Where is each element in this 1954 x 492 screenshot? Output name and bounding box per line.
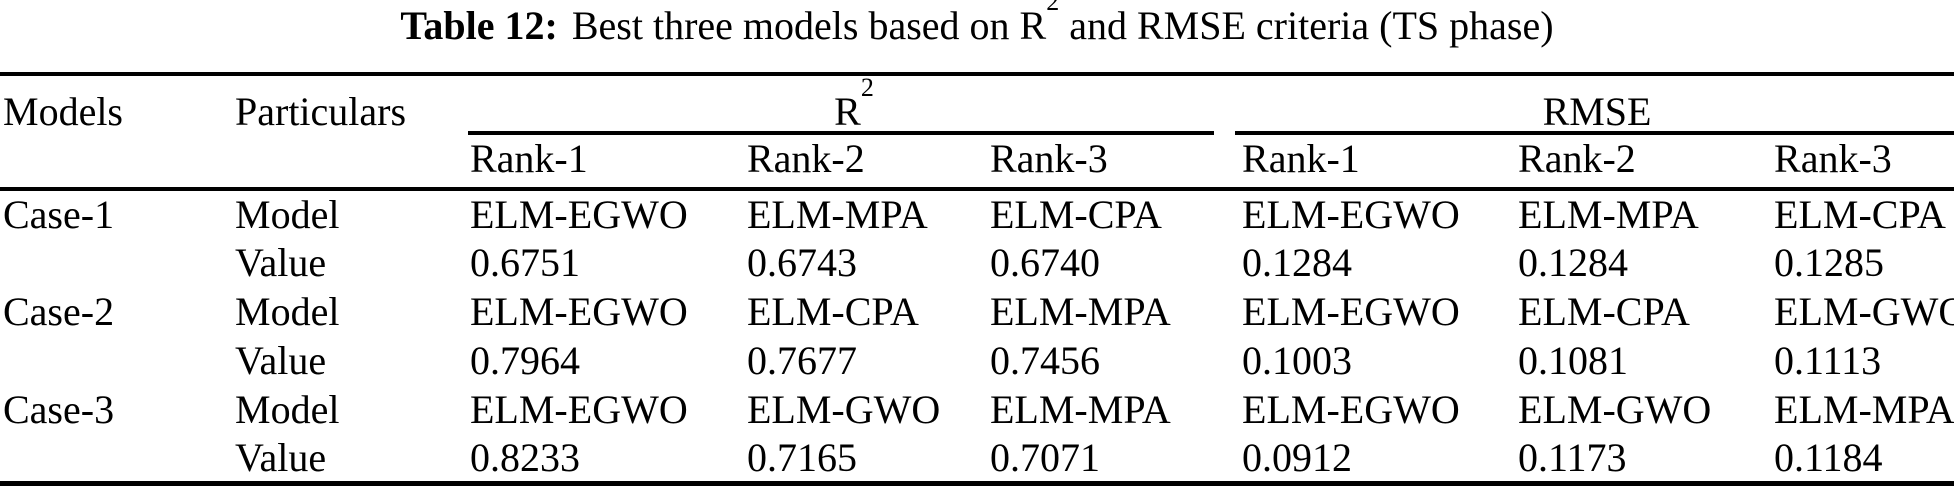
value-cell: ELM-MPA: [990, 289, 1171, 334]
rmse-rank1-header: Rank-1: [1240, 135, 1517, 191]
value-cell: 0.6740: [990, 240, 1100, 285]
group-header-row: Models Particulars R2 RMSE: [0, 74, 1954, 191]
value-cell: 0.7456: [990, 338, 1100, 383]
best-models-table: Models Particulars R2 RMSE Rank-1 Rank-2…: [0, 72, 1954, 486]
value-cell: ELM-GWO: [1774, 289, 1954, 334]
table-caption-text: Best three models based on R: [571, 3, 1047, 48]
r2-rank3-header: Rank-3: [988, 135, 1241, 191]
table-row-case2-value: Value 0.7964 0.7677 0.7456 0.1003 0.1081…: [0, 336, 1954, 385]
rmse-group-rule: [1235, 131, 1954, 135]
value-cell: 0.8233: [470, 435, 580, 480]
table-caption-text-tail: and RMSE criteria (TS phase): [1059, 3, 1554, 48]
value-cell: ELM-EGWO: [470, 192, 688, 237]
value-cell: ELM-MPA: [1518, 192, 1699, 237]
value-cell: ELM-CPA: [1774, 192, 1946, 237]
table-row-case1-value: Value 0.6751 0.6743 0.6740 0.1284 0.1284…: [0, 238, 1954, 287]
value-cell: ELM-EGWO: [1242, 192, 1460, 237]
table-caption: Table 12: Best three models based on R2 a…: [0, 0, 1954, 72]
models-column-header: Models: [0, 74, 233, 191]
r2-rank1-header: Rank-1: [468, 135, 745, 191]
value-cell: ELM-CPA: [990, 192, 1162, 237]
caption-r-squared-superscript: 2: [1046, 0, 1060, 16]
value-cell: 0.7677: [747, 338, 857, 383]
value-cell: 0.7964: [470, 338, 580, 383]
value-cell: 0.1173: [1518, 435, 1627, 480]
particular-cell: Value: [235, 435, 327, 480]
particular-cell: Value: [235, 338, 327, 383]
case-label-cell: [0, 434, 233, 484]
value-cell: ELM-EGWO: [1242, 289, 1460, 334]
value-cell: 0.6743: [747, 240, 857, 285]
case-label-cell: Case-1: [3, 192, 115, 237]
particular-cell: Model: [235, 289, 340, 334]
rmse-group-header: RMSE: [1235, 74, 1954, 135]
value-cell: ELM-GWO: [1518, 387, 1712, 432]
value-cell: ELM-EGWO: [1242, 387, 1460, 432]
r-squared-label: R: [834, 89, 861, 134]
table-row-case3-model: Case-3 Model ELM-EGWO ELM-GWO ELM-MPA EL…: [0, 385, 1954, 434]
value-cell: 0.1284: [1242, 240, 1353, 285]
value-cell: ELM-MPA: [1774, 387, 1954, 432]
value-cell: ELM-MPA: [747, 192, 928, 237]
particular-cell: Model: [235, 387, 340, 432]
value-cell: 0.1284: [1518, 240, 1629, 285]
value-cell: 0.1003: [1242, 338, 1353, 383]
particular-cell: Value: [235, 240, 327, 285]
r2-rank2-header: Rank-2: [745, 135, 988, 191]
value-cell: 0.1184: [1774, 435, 1883, 480]
rmse-rank3-header: Rank-3: [1772, 135, 1954, 191]
case-label-cell: [0, 336, 233, 385]
value-cell: 0.7071: [990, 435, 1100, 480]
r-squared-group-rule: [468, 131, 1215, 135]
r-squared-group-header: R2: [468, 74, 1240, 135]
value-cell: ELM-EGWO: [470, 387, 688, 432]
case-label-cell: Case-2: [3, 289, 115, 334]
table-row-case3-value: Value 0.8233 0.7165 0.7071 0.0912 0.1173…: [0, 434, 1954, 484]
value-cell: ELM-MPA: [990, 387, 1171, 432]
case-label-cell: [0, 238, 233, 287]
particulars-column-header: Particulars: [233, 74, 468, 191]
table-row-case1-model: Case-1 Model ELM-EGWO ELM-MPA ELM-CPA EL…: [0, 189, 1954, 238]
value-cell: ELM-EGWO: [470, 289, 688, 334]
table-caption-number: Table 12:: [400, 3, 558, 48]
value-cell: 0.6751: [470, 240, 580, 285]
value-cell: 0.1285: [1774, 240, 1885, 285]
value-cell: 0.1081: [1518, 338, 1629, 383]
value-cell: 0.0912: [1242, 435, 1353, 480]
r-squared-superscript: 2: [860, 72, 874, 102]
table-row-case2-model: Case-2 Model ELM-EGWO ELM-CPA ELM-MPA EL…: [0, 287, 1954, 336]
value-cell: ELM-GWO: [747, 387, 941, 432]
value-cell: ELM-CPA: [1518, 289, 1690, 334]
rmse-label: RMSE: [1542, 89, 1652, 134]
case-label-cell: Case-3: [3, 387, 115, 432]
rank-header-row: Rank-1 Rank-2 Rank-3 Rank-1 Rank-2 Rank-…: [0, 135, 1954, 191]
particular-cell: Model: [235, 192, 340, 237]
value-cell: 0.1113: [1774, 338, 1882, 383]
value-cell: 0.7165: [747, 435, 857, 480]
rmse-rank2-header: Rank-2: [1516, 135, 1773, 191]
value-cell: ELM-CPA: [747, 289, 919, 334]
